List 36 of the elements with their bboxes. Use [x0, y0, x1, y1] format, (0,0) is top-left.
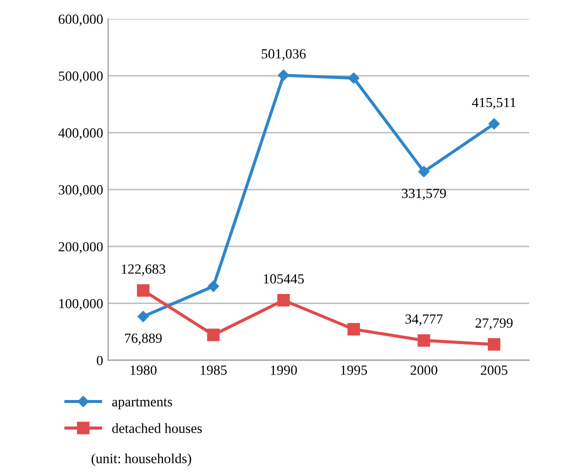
text: (unit: households) [92, 453, 192, 466]
y-tick-label: 200,000 [58, 242, 103, 254]
data-label: 105445 [264, 274, 304, 284]
data-label: 415,511 [472, 98, 516, 110]
point [488, 118, 500, 130]
point [347, 322, 360, 336]
y-tick-label: 0 [96, 356, 103, 366]
x-tick-label: 2000 [410, 366, 438, 375]
data-label: 76,889 [125, 334, 162, 345]
point [207, 328, 220, 342]
x-tick-label: 1995 [341, 366, 368, 375]
data-label: 122,683 [122, 264, 166, 276]
y-tick-label: 600,000 [58, 14, 103, 26]
y-tick-label: 400,000 [58, 128, 103, 140]
x-tick-label: 1980 [130, 366, 157, 375]
x-tick-label: 1985 [200, 366, 227, 375]
point [488, 338, 500, 351]
data-label: 27,799 [476, 318, 513, 330]
point [278, 70, 290, 81]
point [208, 280, 219, 292]
x-tick-label: 2005 [480, 366, 508, 375]
y-tick-label: 300,000 [58, 185, 103, 197]
point [138, 310, 149, 322]
legend-label: detached houses [112, 423, 202, 434]
y-tick-label: 500,000 [58, 71, 103, 83]
point [418, 166, 430, 178]
x-tick-label: 1990 [270, 366, 297, 375]
point [418, 334, 430, 347]
legend-label: apartments [112, 398, 172, 410]
point [136, 284, 150, 297]
point [277, 294, 290, 307]
data-label: 34,777 [405, 314, 443, 326]
point [348, 72, 360, 84]
y-tick-label: 100,000 [59, 298, 103, 310]
data-label: 501,036 [262, 49, 306, 61]
data-label: 331,579 [402, 188, 446, 200]
